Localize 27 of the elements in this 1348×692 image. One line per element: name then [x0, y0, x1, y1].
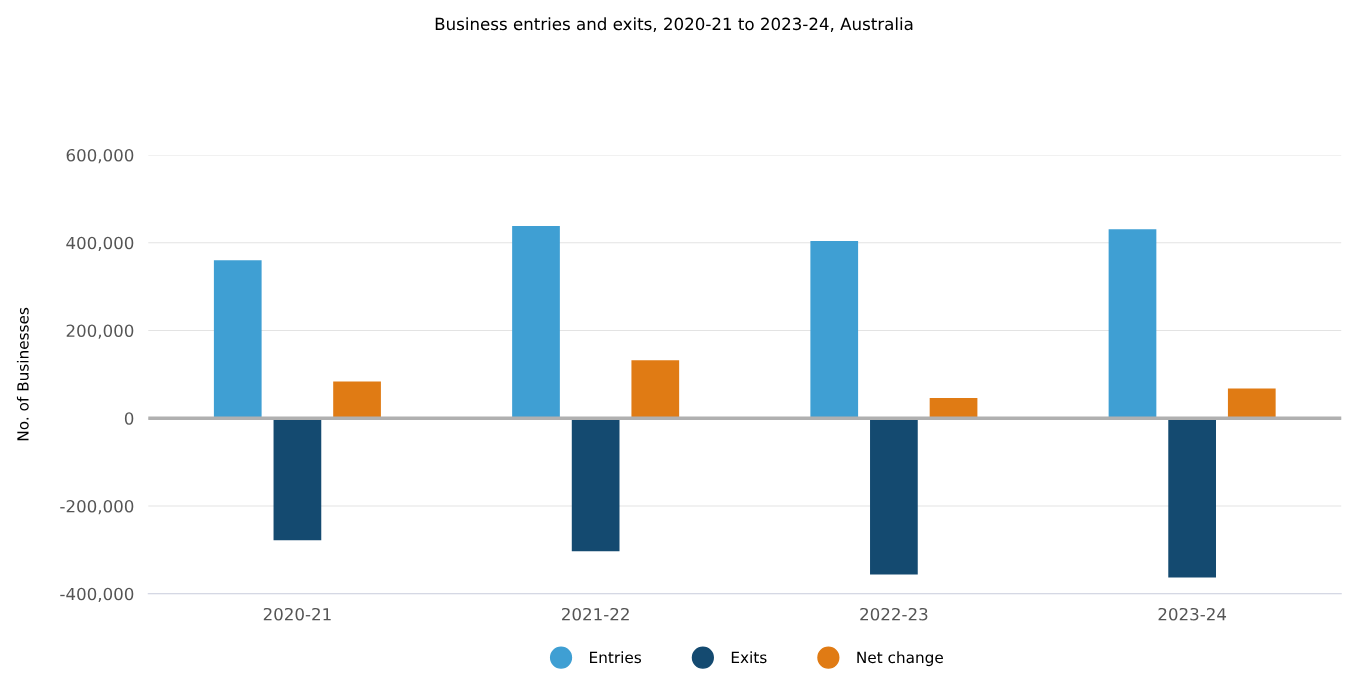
y-tick-label: 0 [124, 412, 134, 425]
bar [631, 360, 680, 419]
y-tick-label: 600,000 [66, 148, 134, 164]
bar [512, 226, 560, 419]
bar [1108, 229, 1157, 419]
y-tick-label: -400,000 [60, 587, 134, 603]
legend-label: Net change [857, 651, 943, 667]
legend-label: Exits [731, 651, 767, 664]
chart-title: Business entries and exits, 2020-21 to 2023-24, Australia [435, 17, 913, 32]
bar [571, 418, 620, 552]
bar [870, 418, 918, 575]
bar [213, 260, 262, 419]
x-tick-label: 2023-24 [1158, 607, 1227, 621]
bar [810, 241, 859, 419]
y-tick-label: 400,000 [66, 236, 134, 252]
x-tick-label: 2022-23 [860, 607, 928, 621]
bar [929, 398, 978, 419]
bar [273, 418, 322, 541]
x-tick-label: 2020-21 [263, 607, 331, 621]
x-tick-label: 2021-22 [562, 607, 629, 621]
legend-label: Entries [590, 651, 642, 664]
y-axis-title: No. of Businesses [16, 307, 29, 441]
bar [1168, 418, 1216, 578]
bar [1227, 388, 1276, 419]
y-tick-label: -200,000 [60, 499, 134, 515]
bar [333, 381, 381, 419]
y-tick-label: 200,000 [66, 324, 134, 339]
